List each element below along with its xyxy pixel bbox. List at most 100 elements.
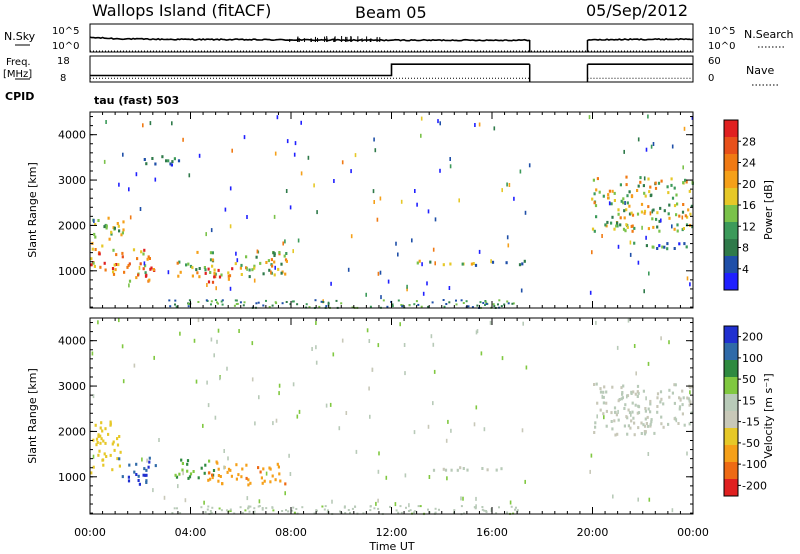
cell-ground [233,304,236,307]
cell-r2 [121,231,124,235]
cell-scatter [617,409,619,414]
power-colorbar: 4 8 12 16 20 24 28 [723,119,756,291]
cell-r0 [99,265,102,269]
cell-r5 [617,418,620,422]
cell-scatter [297,238,300,243]
cell-r1 [144,264,147,268]
cell-scatter [193,338,196,343]
cell-r8 [678,242,681,246]
cell-r0 [102,463,105,467]
cell-r3 [217,467,220,471]
cell-r1 [143,248,146,252]
cell-scatter [450,428,452,433]
cell-r0 [116,437,119,441]
cell-ground [344,512,347,514]
colorbar-swatch [724,205,738,223]
cell-scatter [347,267,350,272]
velocity-scatter [90,318,694,516]
cell-r2 [120,233,123,237]
cell-scatter [223,449,225,453]
cell-ground [249,505,252,508]
cell-scatter [601,394,604,399]
cell-ground [176,507,178,510]
cell-ground [272,509,275,512]
cell-scatter [122,152,124,157]
cell-ground [285,301,288,303]
cell-r7 [595,215,598,219]
cell-r5 [660,397,663,401]
cell-r1 [127,264,130,267]
cell-ground [427,305,430,308]
cell-scatter [506,235,509,240]
cell-scatter [624,201,626,205]
cell-r1 [127,479,131,483]
colorbar-swatch [724,188,738,206]
cell-r2 [197,476,200,480]
cell-r7 [673,204,677,208]
cell-r3 [198,275,201,279]
cell-r7 [613,199,616,202]
colorbar-swatch [724,377,738,395]
cell-ground [308,306,311,309]
cell-scatter [616,345,619,350]
colorbar-swatch [724,479,738,497]
cell-r7 [639,176,642,180]
cell-r3 [207,478,210,482]
cell-r1 [145,273,148,277]
cell-scatter [480,351,483,356]
colorbar-swatch [724,394,738,412]
cell-r5 [521,262,524,266]
cell-r3 [271,264,274,268]
cell-ground [207,505,210,508]
cell-r0 [96,441,99,444]
cell-r5 [629,426,632,430]
cell-r7 [675,213,678,217]
cell-r5 [644,409,647,413]
cell-scatter [92,454,95,459]
cell-ground [498,506,500,509]
cell-scatter [128,187,130,192]
cell-scatter [647,452,650,456]
cell-r5 [631,410,634,414]
cell-scatter [524,210,527,215]
cell-r7 [685,180,688,184]
colorbar-swatch [724,326,738,344]
cell-scatter [473,422,476,427]
cell-r1 [152,268,155,271]
cell-r7 [685,223,689,227]
cell-scatter [432,247,435,252]
cell-scatter [623,149,625,154]
x-tick-label: 08:00 [275,526,307,539]
cell-ground [205,299,208,302]
cell-r4 [462,467,465,470]
cell-scatter [686,451,688,456]
cell-r5 [677,422,680,425]
cell-r5 [632,390,635,394]
cell-r1 [128,262,131,266]
cell-r8 [673,247,676,250]
cell-scatter [474,123,476,127]
cell-scatter [648,497,651,502]
cell-r5 [623,424,626,428]
freq-panel-frame [89,55,694,83]
cell-r0 [95,443,98,447]
cell-r3 [178,260,181,264]
cell-r5 [668,395,671,399]
cell-r5 [659,400,662,404]
cell-scatter [153,355,155,360]
cell-scatter [596,414,598,419]
nsky-tick-bottom: 10^0 [52,41,79,52]
cell-r4 [495,468,498,472]
cell-ground [483,509,486,512]
cell-ground [511,302,514,305]
cell-r1 [135,473,138,476]
cell-r5 [637,411,641,415]
cell-scatter [647,114,649,119]
cell-r5 [594,421,597,425]
cell-r5 [622,384,625,388]
cell-r1 [137,479,140,482]
cell-r2 [178,472,181,476]
colorbar-swatch [724,154,738,172]
colorbar-tick-label: 15 [742,394,756,407]
cell-r3 [179,270,182,274]
